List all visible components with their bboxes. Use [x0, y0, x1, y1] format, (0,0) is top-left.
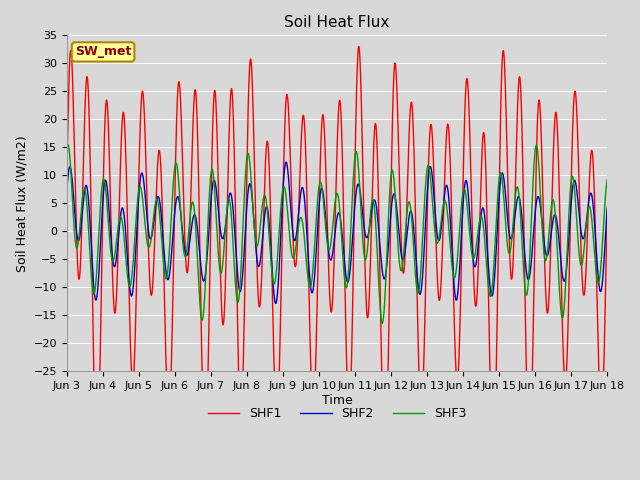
SHF1 [214, 158, 221, 164]
SHF2 [272, 300, 280, 306]
SHF1 [63, 163, 70, 168]
SHF3 [399, 254, 407, 260]
SHF3 [214, 245, 221, 251]
SHF2 [390, 191, 398, 197]
SHF3 [64, 142, 72, 147]
SHF3 [604, 176, 611, 182]
SHF1 [381, 460, 388, 466]
SHF2 [604, 206, 611, 212]
Line: SHF1: SHF1 [67, 47, 607, 463]
SHF2 [282, 159, 290, 165]
SHF1 [179, 161, 186, 167]
SHF3 [63, 144, 70, 149]
SHF3 [552, 228, 560, 234]
SHF1 [604, 204, 611, 209]
SHF3 [604, 177, 611, 182]
Line: SHF2: SHF2 [67, 162, 607, 303]
Text: SW_met: SW_met [75, 46, 131, 59]
SHF1 [399, 270, 407, 276]
SHF2 [552, 215, 560, 221]
Legend: SHF1, SHF2, SHF3: SHF1, SHF2, SHF3 [203, 402, 471, 425]
Title: Soil Heat Flux: Soil Heat Flux [284, 15, 390, 30]
SHF1 [552, 111, 560, 117]
Y-axis label: Soil Heat Flux (W/m2): Soil Heat Flux (W/m2) [15, 135, 28, 272]
SHF2 [214, 201, 221, 207]
SHF1 [604, 205, 611, 211]
SHF2 [63, 185, 70, 191]
SHF3 [179, 239, 187, 245]
SHF1 [355, 44, 363, 49]
SHF3 [378, 321, 386, 326]
SHF3 [390, 177, 398, 183]
X-axis label: Time: Time [322, 394, 353, 407]
SHF2 [399, 256, 407, 262]
Line: SHF3: SHF3 [67, 144, 607, 324]
SHF2 [604, 205, 611, 211]
SHF1 [390, 70, 398, 76]
SHF2 [179, 229, 186, 235]
